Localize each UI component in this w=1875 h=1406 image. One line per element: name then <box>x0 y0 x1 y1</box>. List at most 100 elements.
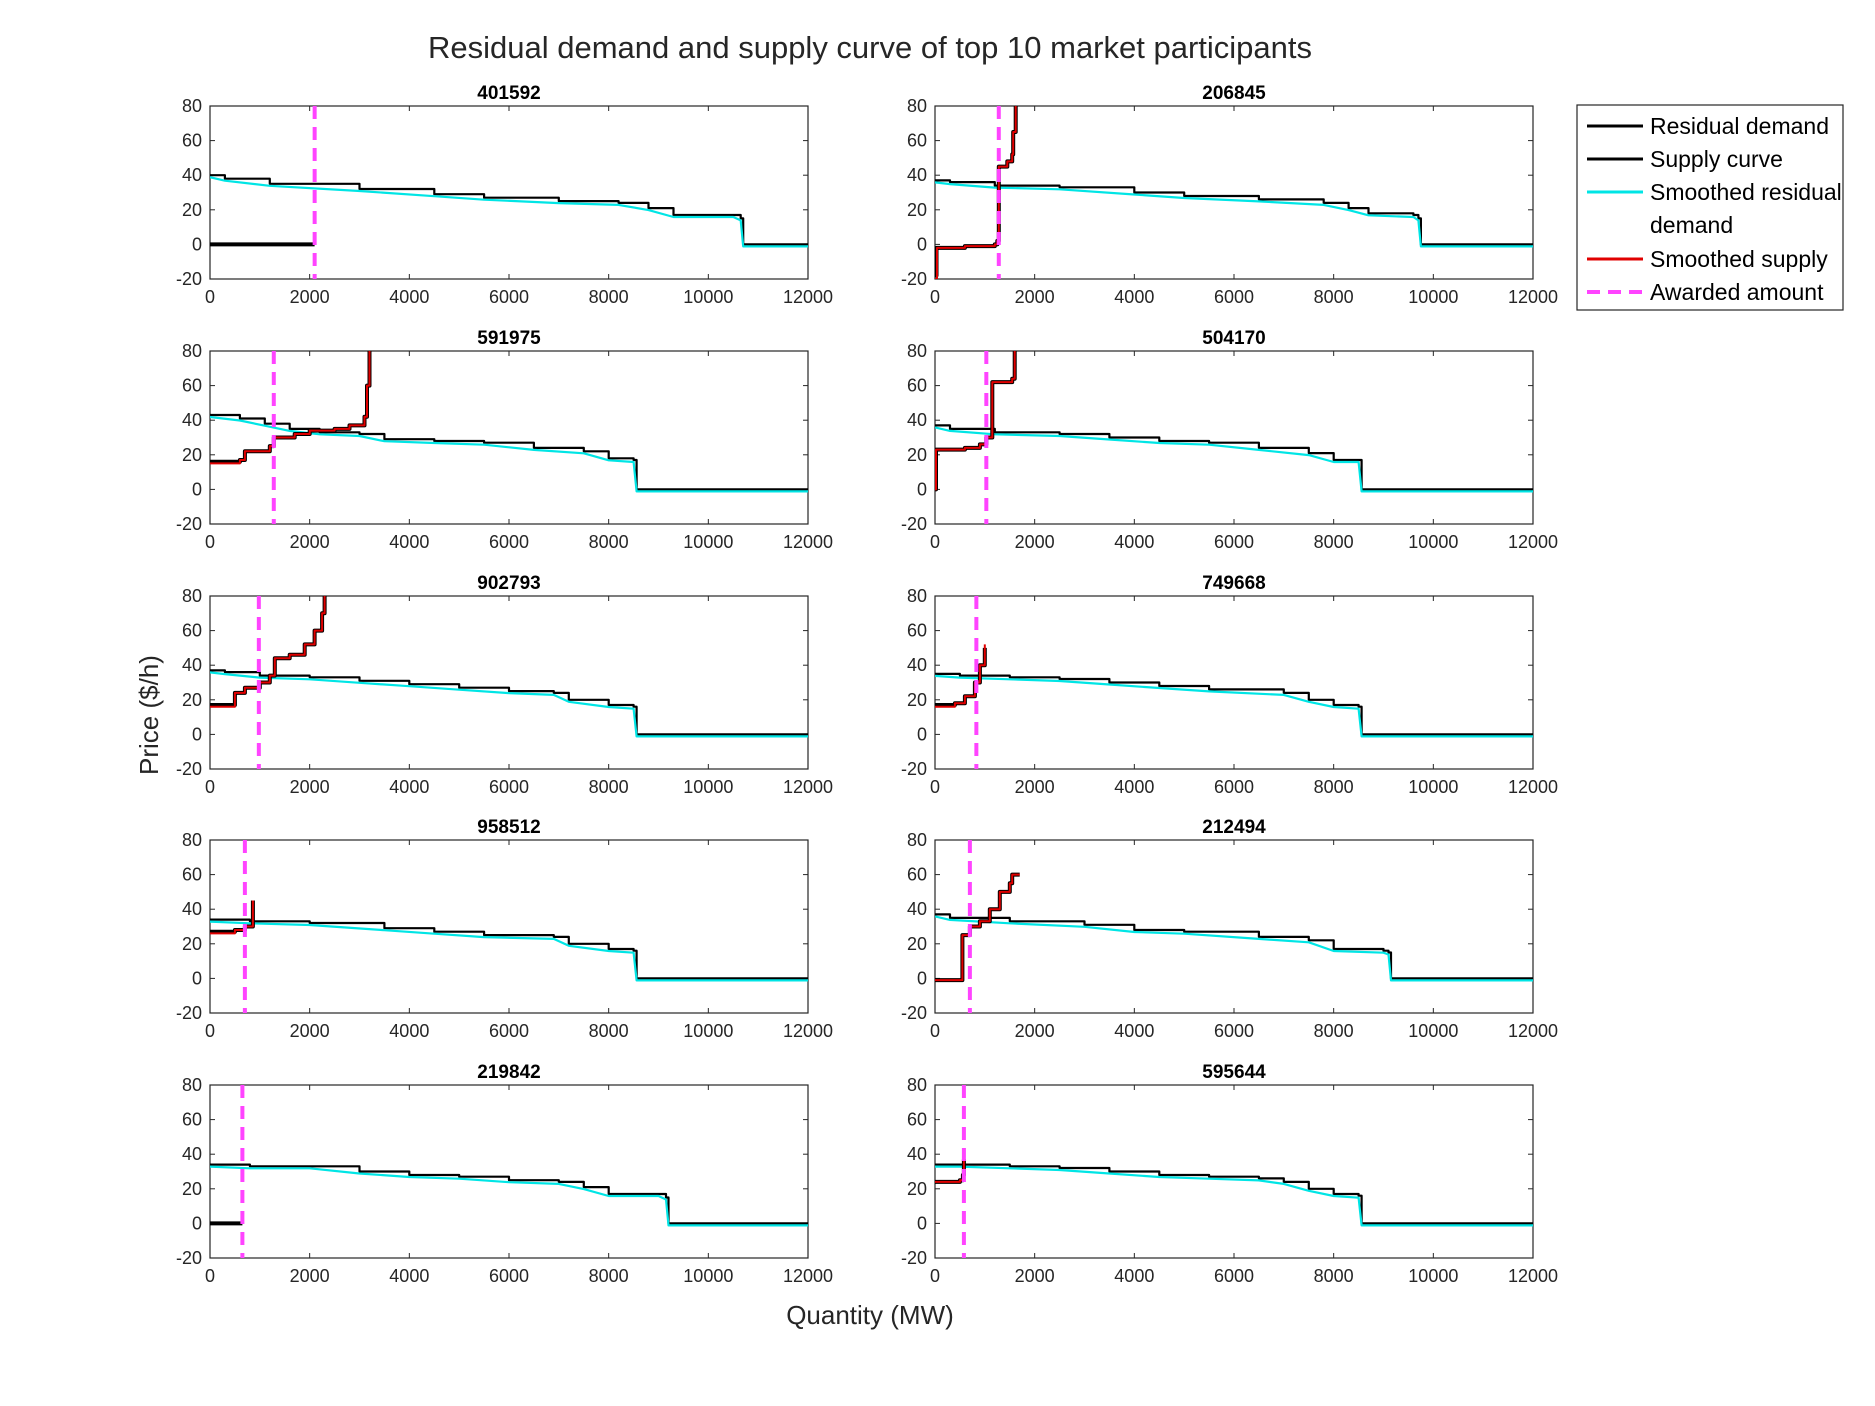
y-tick-label: 60 <box>182 376 202 396</box>
y-tick-label: 0 <box>192 1213 202 1233</box>
y-tick-label: 0 <box>192 968 202 988</box>
legend-label-smoothed-residual-demand-line2: demand <box>1650 212 1733 238</box>
x-tick-label: 8000 <box>1314 532 1354 552</box>
x-tick-label: 12000 <box>1508 532 1558 552</box>
x-tick-label: 6000 <box>489 777 529 797</box>
smoothed-residual-demand-line <box>210 920 808 982</box>
y-tick-label: -20 <box>176 759 202 779</box>
x-tick-label: 6000 <box>1214 777 1254 797</box>
smoothed-supply-line <box>935 644 986 708</box>
x-tick-label: 8000 <box>1314 287 1354 307</box>
x-tick-label: 8000 <box>1314 1021 1354 1041</box>
x-tick-label: 8000 <box>1314 1266 1354 1286</box>
plot-area <box>210 840 808 1013</box>
smoothed-residual-demand-line <box>210 176 808 248</box>
x-tick-label: 0 <box>205 1266 215 1286</box>
x-axis-label: Quantity (MW) <box>786 1300 954 1330</box>
residual-demand-line <box>935 913 1533 980</box>
y-tick-label: 60 <box>907 131 927 151</box>
y-tick-label: 40 <box>182 410 202 430</box>
y-tick-label: -20 <box>176 514 202 534</box>
y-tick-label: 40 <box>182 165 202 185</box>
y-tick-label: -20 <box>901 1003 927 1023</box>
y-tick-label: 0 <box>192 724 202 744</box>
x-tick-label: 8000 <box>589 1266 629 1286</box>
x-tick-label: 4000 <box>1114 1266 1154 1286</box>
x-tick-label: 0 <box>930 532 940 552</box>
x-tick-label: 4000 <box>389 777 429 797</box>
y-tick-label: -20 <box>901 269 927 289</box>
y-tick-label: 80 <box>907 1075 927 1095</box>
x-tick-label: 4000 <box>1114 287 1154 307</box>
y-tick-label: 0 <box>917 479 927 499</box>
x-tick-label: 10000 <box>683 287 733 307</box>
residual-demand-line <box>935 179 1533 246</box>
axes-box <box>934 595 1534 770</box>
y-tick-label: 40 <box>907 410 927 430</box>
axes-box <box>934 1084 1534 1259</box>
residual-demand-line <box>210 174 808 246</box>
y-tick-label: 20 <box>182 934 202 954</box>
x-tick-label: 4000 <box>1114 777 1154 797</box>
smoothed-supply-line <box>210 351 371 465</box>
axes-box <box>934 350 1534 525</box>
y-tick-label: 20 <box>182 690 202 710</box>
axes-box <box>934 839 1534 1014</box>
y-tick-label: 80 <box>182 830 202 850</box>
x-tick-label: 12000 <box>783 777 833 797</box>
x-tick-label: 2000 <box>1015 777 1055 797</box>
x-tick-label: 4000 <box>389 532 429 552</box>
smoothed-residual-demand-line <box>935 181 1533 248</box>
y-tick-label: 80 <box>907 341 927 361</box>
x-tick-label: 6000 <box>1214 1266 1254 1286</box>
legend-label-residual-demand: Residual demand <box>1650 113 1829 139</box>
x-tick-label: 8000 <box>1314 777 1354 797</box>
x-tick-label: 2000 <box>290 532 330 552</box>
x-tick-label: 12000 <box>1508 287 1558 307</box>
subplot-title: 219842 <box>477 1062 540 1083</box>
x-tick-label: 2000 <box>1015 532 1055 552</box>
plot-area <box>935 840 1533 1013</box>
y-tick-label: -20 <box>901 1248 927 1268</box>
x-tick-label: 10000 <box>1408 1021 1458 1041</box>
x-tick-label: 0 <box>930 1021 940 1041</box>
y-tick-label: 80 <box>182 586 202 606</box>
x-tick-label: 4000 <box>1114 1021 1154 1041</box>
plot-area <box>935 1085 1533 1258</box>
x-tick-label: 10000 <box>683 1266 733 1286</box>
x-tick-label: 0 <box>930 1266 940 1286</box>
x-tick-label: 6000 <box>489 1021 529 1041</box>
y-tick-label: 60 <box>182 865 202 885</box>
x-tick-label: 4000 <box>389 287 429 307</box>
y-tick-label: 20 <box>182 1179 202 1199</box>
plot-area <box>210 596 808 769</box>
y-tick-label: 20 <box>907 200 927 220</box>
x-tick-label: 8000 <box>589 532 629 552</box>
residual-demand-line <box>210 1163 808 1225</box>
legend-label-smoothed-supply: Smoothed supply <box>1650 246 1828 272</box>
x-tick-label: 0 <box>205 1021 215 1041</box>
y-tick-label: 0 <box>917 968 927 988</box>
x-tick-label: 4000 <box>389 1021 429 1041</box>
x-tick-label: 2000 <box>1015 287 1055 307</box>
y-tick-label: 40 <box>907 899 927 919</box>
legend-label-supply-curve: Supply curve <box>1650 146 1783 172</box>
y-tick-label: 40 <box>182 655 202 675</box>
smoothed-residual-demand-line <box>210 1165 808 1227</box>
x-tick-label: 12000 <box>783 1266 833 1286</box>
y-tick-label: 40 <box>907 165 927 185</box>
x-tick-label: 10000 <box>683 1021 733 1041</box>
plot-area <box>210 351 808 524</box>
subplot-title: 591975 <box>477 328 541 349</box>
x-tick-label: 4000 <box>389 1266 429 1286</box>
x-tick-label: 10000 <box>1408 287 1458 307</box>
y-tick-label: 80 <box>907 586 927 606</box>
y-tick-label: 80 <box>907 830 927 850</box>
